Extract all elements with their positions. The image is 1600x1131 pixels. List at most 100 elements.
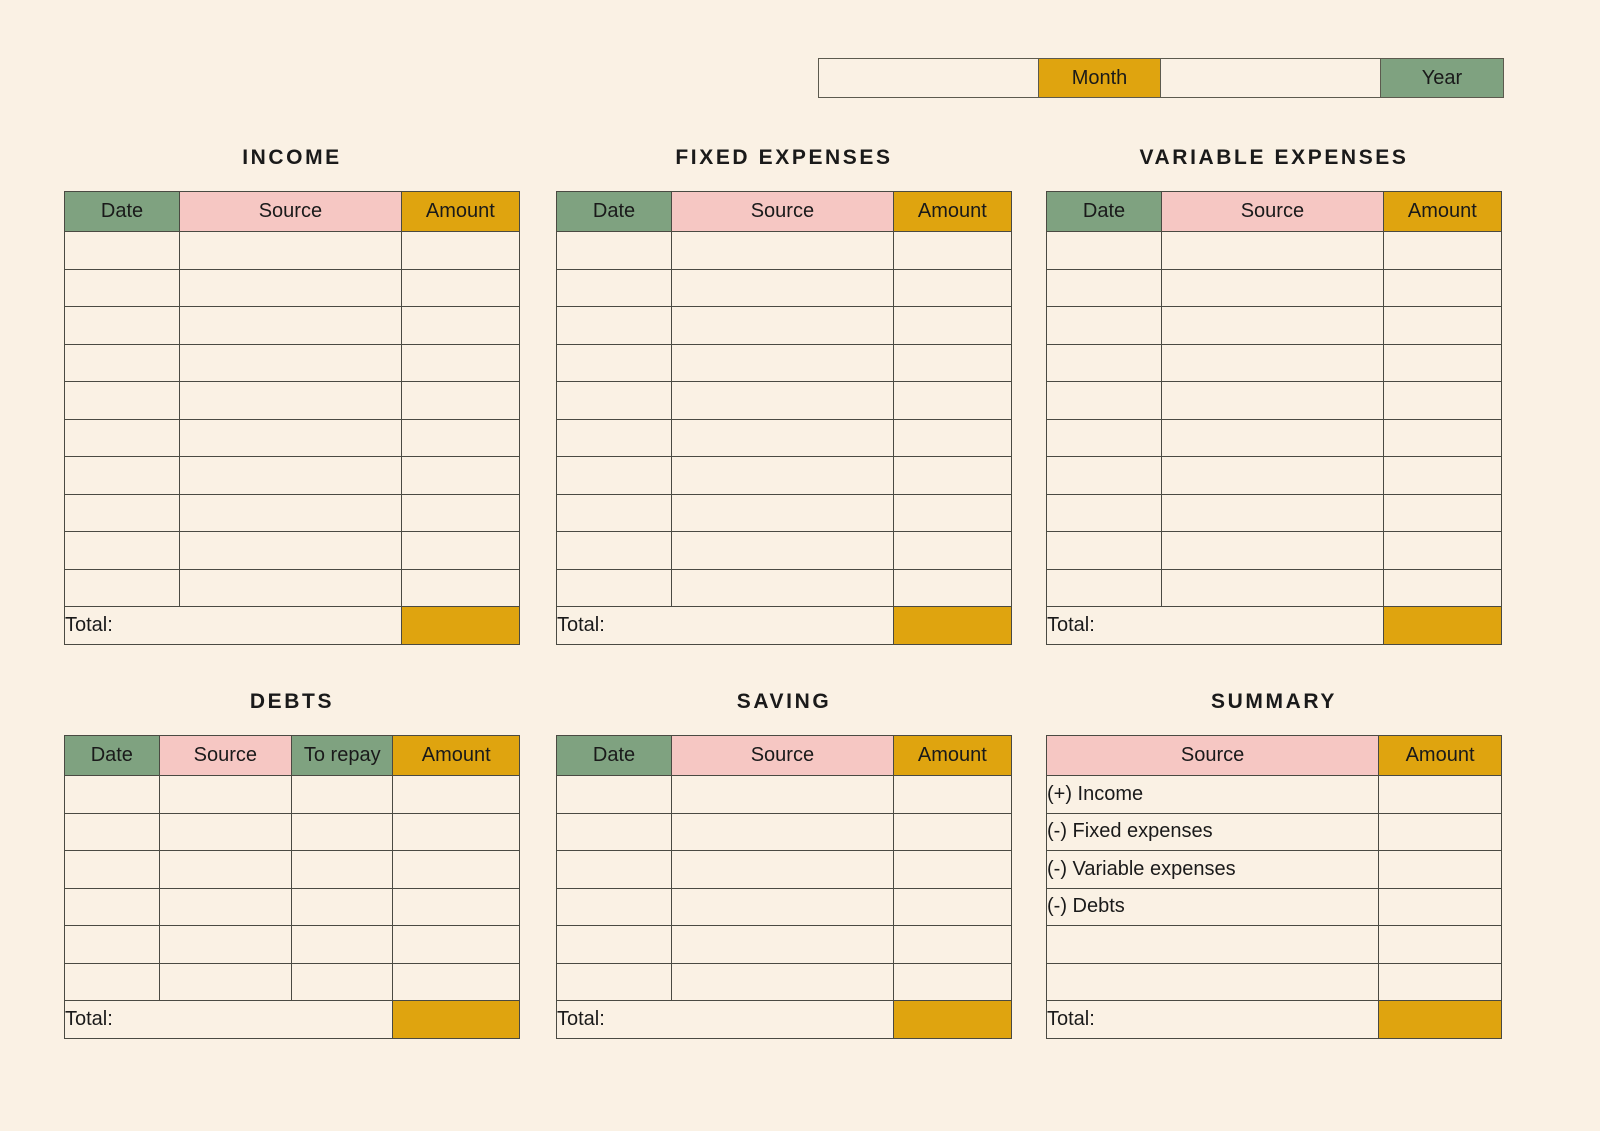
fixed-cell-source-3[interactable] <box>671 343 894 382</box>
fixed-cell-amount-8[interactable] <box>892 531 1013 570</box>
debts-cell-amount-4[interactable] <box>392 925 520 964</box>
fixed-cell-date-4[interactable] <box>555 381 673 420</box>
summary-amount-fixed-expenses[interactable] <box>1378 812 1502 851</box>
variable-cell-source-0[interactable] <box>1161 231 1384 270</box>
saving-total-value[interactable] <box>892 1000 1013 1039</box>
saving-cell-date-2[interactable] <box>555 850 673 889</box>
fixed-cell-date-2[interactable] <box>555 306 673 345</box>
debts-cell-repay-4[interactable] <box>291 925 394 964</box>
income-cell-source-5[interactable] <box>179 418 402 457</box>
variable-cell-amount-1[interactable] <box>1382 268 1503 307</box>
income-cell-source-2[interactable] <box>179 306 402 345</box>
summary-total-value[interactable] <box>1378 1000 1502 1039</box>
saving-cell-date-3[interactable] <box>555 887 673 926</box>
variable-cell-source-9[interactable] <box>1161 568 1384 607</box>
summary-amount-blank-0[interactable] <box>1378 925 1502 964</box>
income-cell-date-5[interactable] <box>63 418 181 457</box>
income-cell-date-1[interactable] <box>63 268 181 307</box>
debts-cell-source-2[interactable] <box>158 850 293 889</box>
variable-cell-source-8[interactable] <box>1161 531 1384 570</box>
debts-cell-source-1[interactable] <box>158 812 293 851</box>
debts-cell-amount-2[interactable] <box>392 850 520 889</box>
fixed-cell-source-8[interactable] <box>671 531 894 570</box>
summary-amount-income[interactable] <box>1378 775 1502 814</box>
variable-expenses-total-value[interactable] <box>1382 606 1503 645</box>
debts-cell-repay-1[interactable] <box>291 812 394 851</box>
variable-cell-source-4[interactable] <box>1161 381 1384 420</box>
variable-cell-amount-9[interactable] <box>1382 568 1503 607</box>
income-cell-source-4[interactable] <box>179 381 402 420</box>
variable-cell-source-1[interactable] <box>1161 268 1384 307</box>
income-cell-amount-4[interactable] <box>400 381 521 420</box>
saving-cell-date-1[interactable] <box>555 812 673 851</box>
debts-cell-date-1[interactable] <box>64 812 160 851</box>
fixed-cell-source-2[interactable] <box>671 306 894 345</box>
income-cell-date-0[interactable] <box>63 231 181 270</box>
fixed-cell-amount-3[interactable] <box>892 343 1013 382</box>
income-cell-amount-8[interactable] <box>400 531 521 570</box>
saving-cell-date-5[interactable] <box>555 962 673 1001</box>
variable-cell-date-4[interactable] <box>1045 381 1163 420</box>
variable-cell-source-3[interactable] <box>1161 343 1384 382</box>
income-cell-date-2[interactable] <box>63 306 181 345</box>
summary-label-blank-0[interactable] <box>1045 925 1380 964</box>
variable-cell-date-6[interactable] <box>1045 456 1163 495</box>
fixed-cell-date-1[interactable] <box>555 268 673 307</box>
variable-cell-date-3[interactable] <box>1045 343 1163 382</box>
income-cell-amount-5[interactable] <box>400 418 521 457</box>
income-cell-date-6[interactable] <box>63 456 181 495</box>
variable-cell-amount-0[interactable] <box>1382 231 1503 270</box>
fixed-cell-amount-9[interactable] <box>892 568 1013 607</box>
fixed-cell-source-6[interactable] <box>671 456 894 495</box>
variable-cell-source-7[interactable] <box>1161 493 1384 532</box>
fixed-cell-date-5[interactable] <box>555 418 673 457</box>
fixed-cell-source-1[interactable] <box>671 268 894 307</box>
variable-cell-date-1[interactable] <box>1045 268 1163 307</box>
income-cell-source-1[interactable] <box>179 268 402 307</box>
summary-amount-blank-1[interactable] <box>1378 962 1502 1001</box>
fixed-cell-amount-0[interactable] <box>892 231 1013 270</box>
fixed-cell-amount-6[interactable] <box>892 456 1013 495</box>
variable-cell-amount-8[interactable] <box>1382 531 1503 570</box>
income-cell-amount-7[interactable] <box>400 493 521 532</box>
income-cell-date-7[interactable] <box>63 493 181 532</box>
income-cell-amount-2[interactable] <box>400 306 521 345</box>
income-cell-amount-6[interactable] <box>400 456 521 495</box>
debts-cell-date-0[interactable] <box>64 775 160 814</box>
income-total-value[interactable] <box>400 606 521 645</box>
fixed-cell-date-6[interactable] <box>555 456 673 495</box>
saving-cell-source-0[interactable] <box>671 775 894 814</box>
variable-cell-amount-7[interactable] <box>1382 493 1503 532</box>
fixed-cell-date-7[interactable] <box>555 493 673 532</box>
fixed-cell-amount-1[interactable] <box>892 268 1013 307</box>
saving-cell-amount-1[interactable] <box>892 812 1013 851</box>
debts-cell-amount-5[interactable] <box>392 962 520 1001</box>
income-cell-amount-3[interactable] <box>400 343 521 382</box>
income-cell-source-9[interactable] <box>179 568 402 607</box>
debts-cell-amount-1[interactable] <box>392 812 520 851</box>
variable-cell-date-7[interactable] <box>1045 493 1163 532</box>
income-cell-source-6[interactable] <box>179 456 402 495</box>
variable-cell-date-2[interactable] <box>1045 306 1163 345</box>
variable-cell-amount-6[interactable] <box>1382 456 1503 495</box>
saving-cell-amount-2[interactable] <box>892 850 1013 889</box>
debts-cell-source-3[interactable] <box>158 887 293 926</box>
debts-cell-repay-2[interactable] <box>291 850 394 889</box>
fixed-cell-source-7[interactable] <box>671 493 894 532</box>
variable-cell-amount-2[interactable] <box>1382 306 1503 345</box>
debts-cell-source-5[interactable] <box>158 962 293 1001</box>
saving-cell-source-1[interactable] <box>671 812 894 851</box>
income-cell-date-9[interactable] <box>63 568 181 607</box>
debts-cell-date-3[interactable] <box>64 887 160 926</box>
income-cell-source-7[interactable] <box>179 493 402 532</box>
saving-cell-amount-5[interactable] <box>892 962 1013 1001</box>
variable-cell-source-6[interactable] <box>1161 456 1384 495</box>
income-cell-source-3[interactable] <box>179 343 402 382</box>
fixed-cell-date-9[interactable] <box>555 568 673 607</box>
debts-cell-source-4[interactable] <box>158 925 293 964</box>
debts-cell-date-4[interactable] <box>64 925 160 964</box>
fixed-cell-source-5[interactable] <box>671 418 894 457</box>
income-cell-date-8[interactable] <box>63 531 181 570</box>
income-cell-amount-0[interactable] <box>400 231 521 270</box>
debts-cell-repay-5[interactable] <box>291 962 394 1001</box>
